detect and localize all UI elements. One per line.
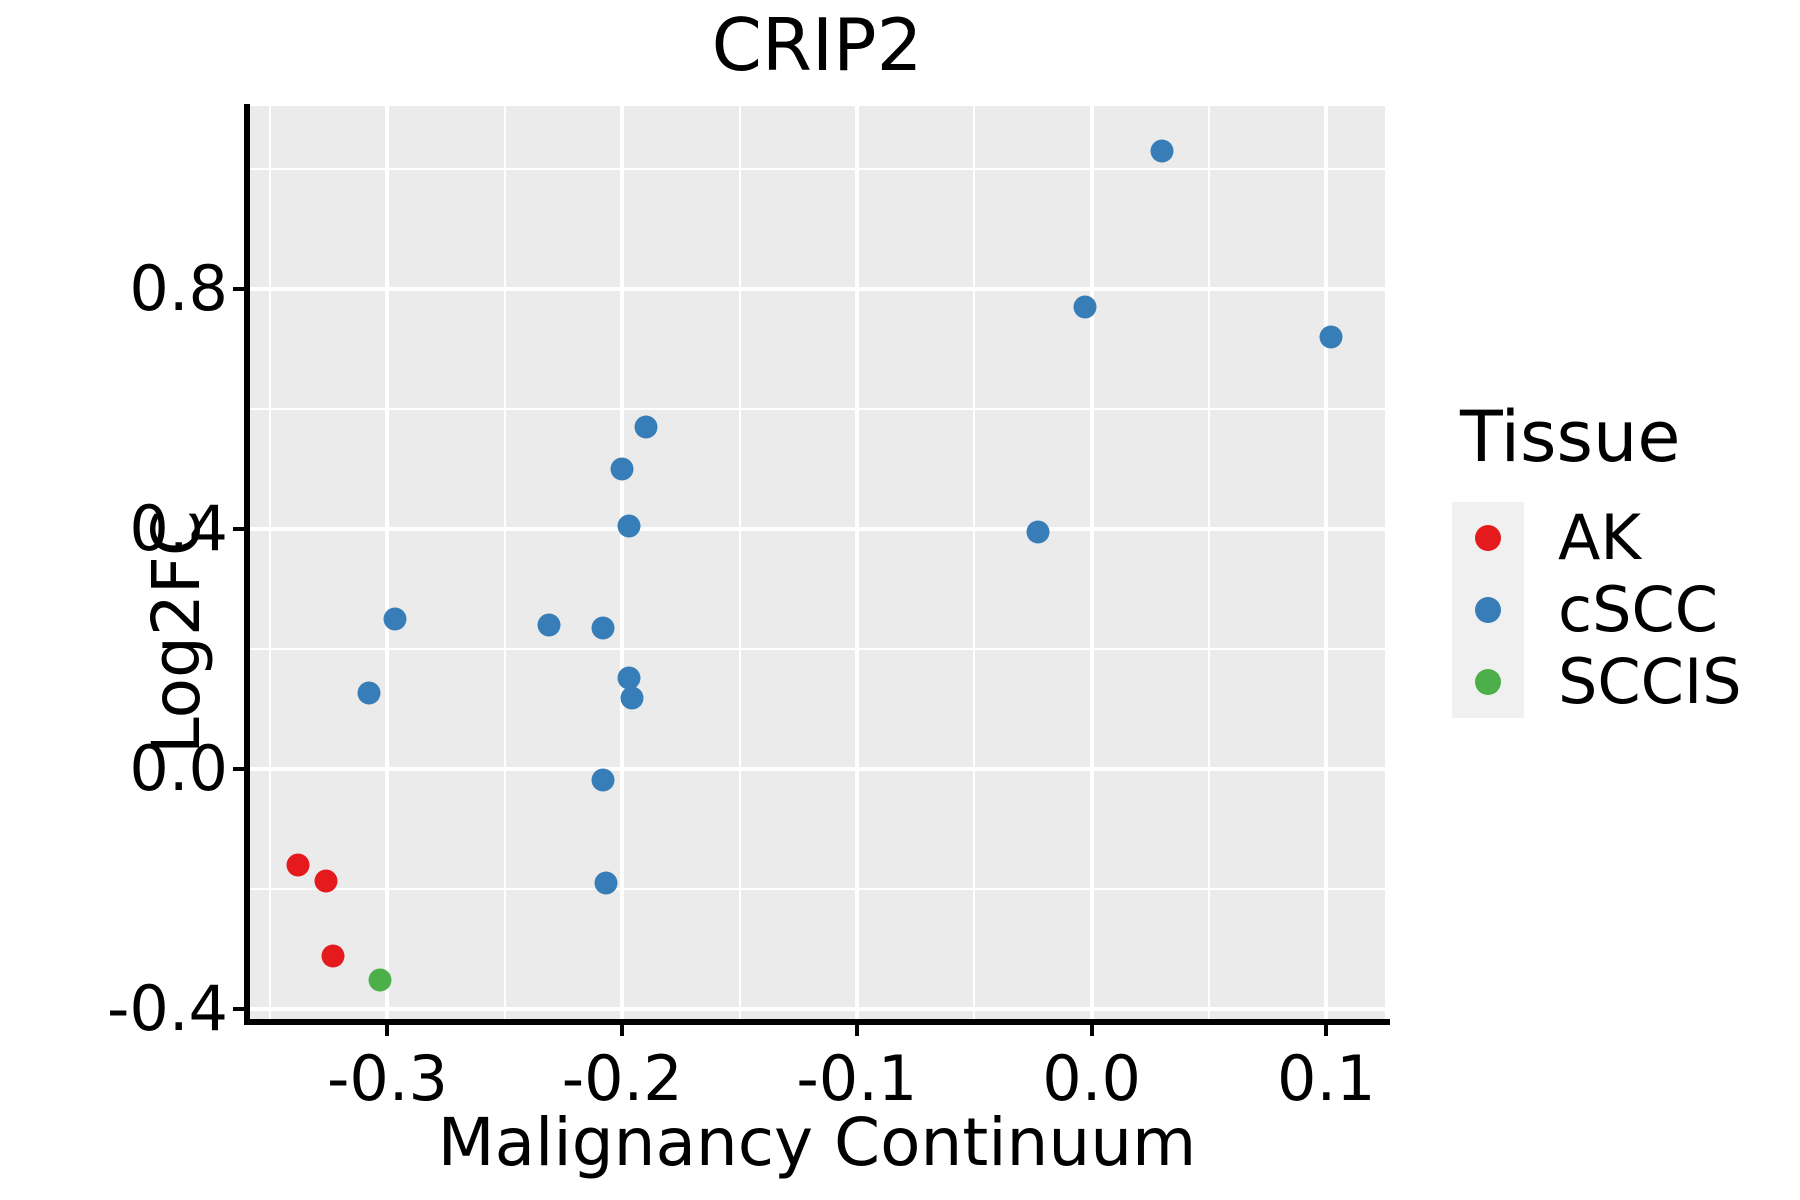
y-tick-label: 0.8 (129, 252, 228, 325)
data-point-ak (286, 853, 310, 877)
data-point-cscc (537, 613, 561, 637)
x-axis-title: Malignancy Continuum (437, 1104, 1197, 1181)
x-minor-gridline (503, 106, 506, 1021)
x-tick-mark (620, 1025, 625, 1036)
y-axis-title-wrap: Log2FC (0, 0, 215, 1200)
data-point-cscc (1319, 325, 1343, 349)
legend: Tissue AK cSCC SCCIS (1452, 398, 1742, 718)
legend-items: AK cSCC SCCIS (1452, 502, 1742, 718)
y-major-gridline (249, 1007, 1385, 1011)
y-axis-title: Log2FC (137, 510, 215, 754)
y-tick-mark (233, 527, 244, 531)
y-major-gridline (249, 767, 1385, 771)
data-point-cscc (591, 768, 615, 792)
y-minor-gridline (249, 168, 1385, 170)
legend-item-sccis: SCCIS (1452, 646, 1742, 718)
x-tick-label: -0.2 (561, 1042, 683, 1115)
x-major-gridline (1089, 106, 1094, 1021)
data-point-cscc (1073, 295, 1097, 319)
y-major-gridline (249, 527, 1385, 531)
y-tick-mark (233, 767, 244, 771)
x-minor-gridline (1207, 106, 1210, 1021)
data-point-ak (321, 944, 345, 968)
data-point-sccis (368, 968, 392, 992)
legend-item-label: cSCC (1558, 573, 1719, 646)
chart-title: CRIP2 (711, 3, 923, 87)
x-tick-mark (1324, 1025, 1329, 1036)
data-point-cscc (383, 607, 407, 631)
x-axis-line (244, 1019, 1390, 1025)
data-point-cscc (1026, 520, 1050, 544)
x-major-gridline (620, 106, 625, 1021)
y-minor-gridline (249, 648, 1385, 650)
x-tick-label: -0.1 (796, 1042, 918, 1115)
x-tick-label: -0.3 (326, 1042, 448, 1115)
x-tick-label: 0.1 (1277, 1042, 1376, 1115)
x-minor-gridline (973, 106, 976, 1021)
y-tick-mark (233, 287, 244, 291)
data-point-cscc (634, 415, 658, 439)
x-major-gridline (1324, 106, 1329, 1021)
data-point-cscc (617, 666, 641, 690)
y-minor-gridline (249, 408, 1385, 410)
plot-panel (249, 106, 1385, 1021)
x-minor-gridline (738, 106, 741, 1021)
y-axis-line (244, 104, 250, 1024)
legend-key-box (1452, 574, 1524, 646)
legend-item-label: AK (1558, 501, 1642, 574)
data-point-cscc (591, 616, 615, 640)
data-point-cscc (357, 681, 381, 705)
y-tick-label: 0.4 (129, 492, 228, 565)
data-point-ak (314, 869, 338, 893)
data-point-cscc (620, 686, 644, 710)
legend-dot-cscc-icon (1475, 597, 1501, 623)
data-point-cscc (594, 871, 618, 895)
y-tick-label: 0.0 (129, 732, 228, 805)
x-tick-mark (385, 1025, 390, 1036)
x-tick-mark (854, 1025, 859, 1036)
legend-key-box (1452, 646, 1524, 718)
x-major-gridline (385, 106, 390, 1021)
x-tick-mark (1089, 1025, 1094, 1036)
y-minor-gridline (249, 888, 1385, 890)
legend-item-cscc: cSCC (1452, 574, 1742, 646)
legend-dot-sccis-icon (1475, 669, 1501, 695)
data-point-cscc (617, 514, 641, 538)
x-tick-label: 0.0 (1042, 1042, 1141, 1115)
y-tick-label: -0.4 (107, 972, 228, 1045)
y-tick-mark (233, 1007, 244, 1011)
y-major-gridline (249, 287, 1385, 291)
legend-dot-ak-icon (1475, 525, 1501, 551)
x-major-gridline (854, 106, 859, 1021)
x-minor-gridline (269, 106, 272, 1021)
legend-item-ak: AK (1452, 502, 1742, 574)
legend-title: Tissue (1460, 396, 1681, 478)
data-point-cscc (1150, 139, 1174, 163)
legend-key-box (1452, 502, 1524, 574)
legend-item-label: SCCIS (1558, 645, 1742, 718)
data-point-cscc (610, 457, 634, 481)
